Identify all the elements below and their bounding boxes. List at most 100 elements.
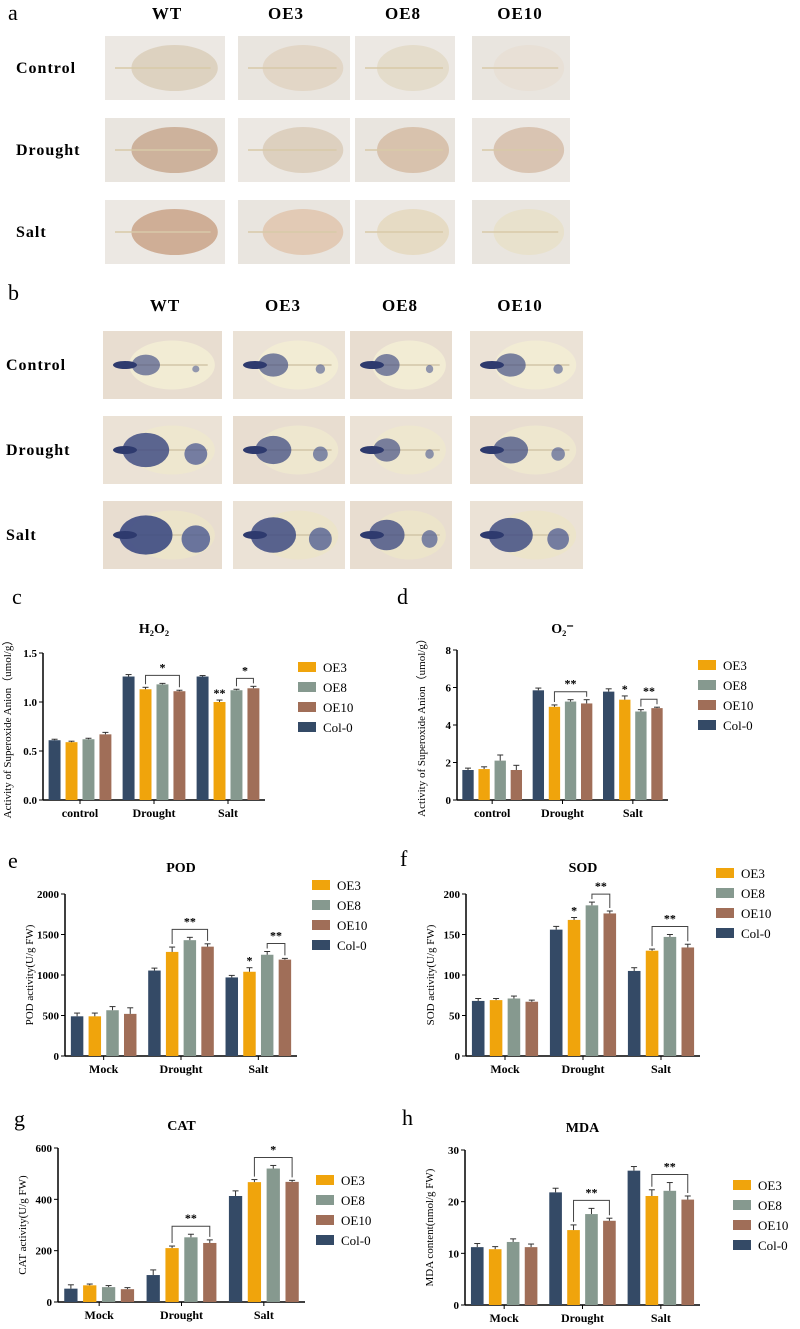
y-tick-label: 4 — [446, 720, 452, 732]
significance-marker: * — [622, 682, 628, 696]
panel-a-dab-staining: a WT OE3 OE8 OE10 Control Drought Salt — [8, 0, 570, 264]
legend-swatch-oe10 — [733, 1220, 751, 1230]
blue-stain — [488, 517, 533, 553]
significance-marker: ** — [565, 677, 577, 691]
y-tick-label: 0.5 — [23, 746, 37, 758]
legend-label-oe3: OE3 — [337, 878, 361, 893]
chart-g: g CAT CAT activity(U/g FW) 0 200 400 600 Mock Dr… — [14, 1106, 371, 1322]
panel-label-d: d — [397, 584, 408, 609]
bar-col-0-drought — [148, 970, 161, 1056]
bar-oe8-salt — [230, 690, 243, 800]
bar-oe3-mock — [488, 1249, 502, 1305]
bar-oe3-drought — [548, 706, 561, 800]
legend-swatch-oe10 — [716, 908, 734, 918]
legend-swatch-oe3 — [312, 880, 330, 890]
chart-title: H₂O₂ — [139, 622, 169, 637]
x-tick-label: Salt — [248, 1062, 268, 1076]
column-header-wt: WT — [150, 296, 180, 315]
blue-stain — [312, 446, 328, 462]
blue-stain — [373, 353, 400, 377]
bar-oe3-salt — [247, 1182, 262, 1302]
leaf-photo-oe8-salt — [350, 501, 452, 569]
significance-marker: * — [242, 663, 248, 677]
legend-label-oe8: OE8 — [323, 680, 347, 695]
leaf-photo-oe8-drought — [350, 416, 452, 484]
significance-marker: ** — [184, 914, 196, 928]
panel-label-f: f — [400, 846, 408, 871]
legend-label-col-0: Col-0 — [741, 926, 771, 941]
bar-oe3-salt — [645, 1195, 659, 1305]
y-tick-label: 0 — [455, 1051, 461, 1063]
bar-oe8-drought — [156, 684, 169, 800]
significance-bracket — [266, 943, 286, 956]
x-tick-label: Drought — [159, 1062, 202, 1076]
x-tick-label: Drought — [561, 1062, 604, 1076]
x-tick-label: Mock — [490, 1062, 520, 1076]
y-tick-label: 0.0 — [23, 795, 37, 807]
significance-marker: ** — [214, 686, 226, 700]
legend-label-col-0: Col-0 — [323, 720, 353, 735]
legend-swatch-oe10 — [698, 700, 716, 710]
significance-bracket — [640, 698, 658, 707]
significance-bracket — [591, 893, 611, 909]
blue-stain — [421, 530, 438, 548]
blue-stain — [373, 438, 401, 462]
leaf-photo-oe3-drought — [233, 416, 345, 484]
blue-stain — [315, 364, 326, 374]
leaf-photo-oe3-control — [238, 36, 350, 100]
bar-oe10-salt — [681, 947, 695, 1056]
leaf-photo-wt-control — [105, 36, 225, 100]
y-axis-label: SOD activity(U/g FW) — [425, 924, 437, 1025]
y-tick-label: 150 — [444, 930, 461, 942]
blue-stain — [551, 447, 565, 461]
bar-col-0-control — [48, 740, 61, 800]
chart-h: h MDA MDA content(nmol/g FW) 0 10 20 30 Mock Dro… — [402, 1105, 788, 1325]
leaf-photo-wt-drought — [103, 416, 222, 484]
x-tick-label: Mock — [490, 1311, 520, 1325]
significance-bracket — [553, 691, 588, 702]
bar-col-0-mock — [64, 1288, 78, 1302]
legend-swatch-oe3 — [698, 660, 716, 670]
legend-swatch-col-0 — [716, 928, 734, 938]
bar-col-0-salt — [196, 676, 209, 800]
y-tick-label: 500 — [43, 1011, 60, 1023]
bar-oe3-control — [65, 742, 78, 800]
y-axis-label: MDA content(nmol/g FW) — [424, 1168, 436, 1286]
blue-stain — [258, 353, 289, 377]
legend-label-oe10: OE10 — [323, 700, 353, 715]
bar-oe10-drought — [580, 703, 593, 800]
leaf-photo-oe10-drought — [470, 416, 583, 484]
chart-title: MDA — [566, 1121, 600, 1136]
panel-b-nbt-staining: b WT OE3 OE8 OE10 Control Drought Salt — [6, 280, 583, 569]
bar-oe10-salt — [278, 959, 292, 1056]
legend-label-oe10: OE10 — [337, 918, 367, 933]
legend-label-oe10: OE10 — [341, 1213, 371, 1228]
bar-oe8-mock — [506, 1241, 520, 1305]
y-tick-label: 1.0 — [23, 697, 37, 709]
significance-marker: ** — [643, 684, 655, 698]
row-label-salt: Salt — [6, 527, 37, 544]
bar-oe10-control — [99, 734, 112, 800]
x-tick-label: Salt — [218, 806, 238, 820]
significance-marker: ** — [664, 912, 676, 926]
bar-oe8-mock — [507, 998, 521, 1056]
legend-swatch-oe3 — [298, 662, 316, 672]
petiole-stain — [113, 446, 137, 454]
bar-oe10-salt — [285, 1181, 299, 1302]
legend-label-oe10: OE10 — [723, 698, 753, 713]
legend-label-oe10: OE10 — [758, 1218, 788, 1233]
leaf-photo-oe3-drought — [238, 118, 350, 182]
significance-marker: ** — [595, 879, 607, 893]
blue-stain — [425, 364, 434, 374]
column-header-oe8: OE8 — [385, 4, 421, 23]
petiole-stain — [480, 531, 504, 539]
legend-label-col-0: Col-0 — [723, 718, 753, 733]
legend-swatch-col-0 — [298, 722, 316, 732]
y-tick-label: 1500 — [37, 930, 60, 942]
bar-oe10-mock — [524, 1247, 538, 1305]
legend-swatch-oe10 — [316, 1215, 334, 1225]
chart-c: c H₂O₂ Activity of Superoxide Anion（umol/g… — [1, 584, 353, 820]
legend-label-oe8: OE8 — [758, 1198, 782, 1213]
bar-col-0-salt — [627, 1170, 641, 1305]
legend-label-oe3: OE3 — [741, 866, 765, 881]
